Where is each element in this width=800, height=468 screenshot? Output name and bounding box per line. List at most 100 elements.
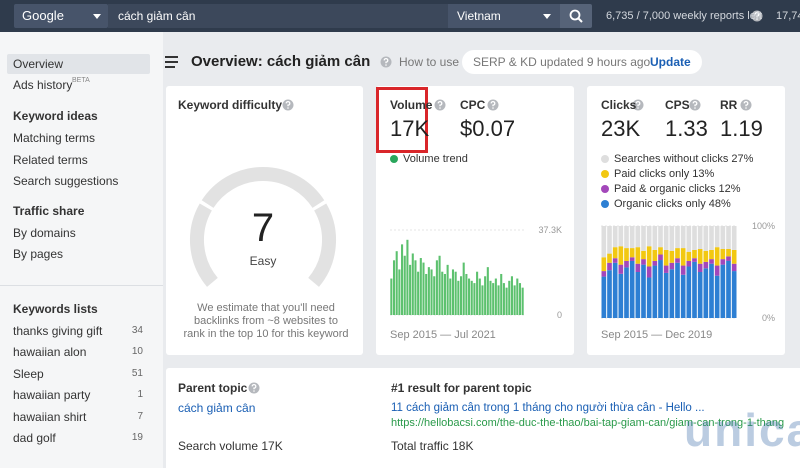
metric-label: Clicks — [601, 98, 637, 112]
section-title: #1 result for parent topic — [391, 381, 532, 395]
help-icon — [383, 57, 389, 64]
metric-value: 1.19 — [720, 116, 763, 141]
bar-segment — [618, 273, 624, 318]
bar — [441, 271, 444, 315]
bar-segment — [635, 247, 641, 264]
country-select[interactable] — [448, 4, 560, 28]
bar-segment — [686, 251, 692, 261]
menu-icon[interactable] — [165, 56, 178, 68]
bar — [430, 269, 433, 315]
nav-item[interactable]: Related terms — [13, 152, 88, 167]
nav-item[interactable]: Search suggestions — [13, 174, 119, 188]
y-tick-label: 0% — [761, 313, 775, 323]
bar-segment — [635, 226, 641, 248]
bar-segment — [658, 254, 663, 261]
bar — [516, 278, 519, 315]
help-icon — [437, 100, 443, 107]
bar-segment — [680, 248, 686, 266]
legend-label: Organic clicks only 48% — [614, 198, 731, 210]
bar-segment — [669, 269, 675, 318]
bar — [521, 287, 524, 315]
list-name[interactable]: Sleep — [13, 366, 44, 381]
bar — [427, 267, 430, 315]
help-icon — [743, 100, 749, 107]
bar-segment — [646, 266, 652, 278]
legend-dot — [601, 185, 609, 193]
bar-segment — [607, 262, 612, 271]
result-url[interactable]: https://hellobacsi.com/the-duc-the-thao/… — [391, 417, 785, 429]
bar — [422, 262, 425, 315]
list-name[interactable]: hawaiian party — [13, 388, 91, 403]
search-input[interactable] — [108, 4, 448, 28]
result-title[interactable]: 11 cách giảm cân trong 1 tháng cho người… — [391, 402, 705, 414]
bar-segment — [726, 260, 731, 318]
bar-segment — [663, 226, 669, 250]
bar-segment — [658, 226, 663, 248]
country[interactable]: Vietnam — [457, 9, 501, 23]
beta-badge: BETA — [72, 77, 90, 84]
watermark: unica — [684, 404, 800, 456]
legend-label: Volume trend — [403, 153, 468, 165]
nav-item[interactable]: By domains — [13, 225, 76, 240]
bar-segment — [686, 226, 692, 252]
bar-segment — [658, 247, 663, 255]
list-name[interactable]: hawaiian alon — [13, 345, 87, 360]
bar-segment — [731, 249, 737, 264]
bar-segment — [618, 226, 624, 247]
help-icon — [385, 64, 387, 66]
engine[interactable]: Google — [22, 8, 64, 23]
nav-item[interactable]: Overview — [13, 57, 64, 71]
bar — [433, 276, 436, 315]
list-name[interactable]: hawaiian shirt — [13, 409, 87, 424]
section-title: Parent topic — [178, 381, 248, 395]
bar-segment — [731, 263, 737, 272]
bar-segment — [641, 259, 646, 265]
bar-segment — [697, 272, 703, 318]
nav-item[interactable]: Ads history — [13, 78, 73, 92]
how-to-use[interactable]: How to use — [399, 55, 460, 69]
reports-left: 6,735 / 7,000 weekly reports left — [606, 10, 762, 22]
bar — [392, 260, 396, 315]
y-tick-label: 100% — [751, 221, 775, 231]
bar — [438, 255, 441, 315]
bar — [409, 264, 412, 315]
kd-value: 7 — [251, 206, 275, 250]
bar-segment — [618, 246, 624, 265]
nav-item[interactable]: Matching terms — [13, 131, 96, 145]
bar-segment — [607, 270, 612, 318]
help-icon — [756, 18, 758, 20]
bar — [419, 258, 422, 315]
help-icon — [285, 100, 291, 107]
nav-section: Keywords lists — [13, 302, 98, 316]
list-name[interactable]: thanks giving gift — [13, 324, 103, 338]
legend-dot — [601, 155, 609, 163]
parent-keyword[interactable]: cách giảm cân — [178, 401, 256, 415]
bar-segment — [675, 258, 680, 263]
nav-item[interactable]: By pages — [13, 247, 64, 261]
bar-segment — [686, 266, 692, 318]
query[interactable]: cách giảm cân — [118, 9, 196, 23]
bar-segment — [652, 226, 658, 250]
bar-segment — [607, 253, 612, 263]
list-name[interactable]: dad golf — [13, 431, 56, 445]
bar — [443, 273, 446, 315]
y-tick-label: 37.3K — [538, 225, 562, 235]
list-count: 19 — [131, 432, 143, 443]
bar-segment — [629, 260, 635, 318]
bar-segment — [675, 262, 680, 318]
update-link[interactable]: Update — [650, 55, 691, 69]
bar-segment — [720, 259, 726, 265]
bar-segment — [709, 249, 714, 260]
bar-segment — [692, 226, 697, 250]
engine-select[interactable] — [14, 4, 108, 28]
legend-label: Paid clicks only 13% — [614, 168, 715, 180]
bar-segment — [669, 262, 675, 270]
bar-segment — [703, 226, 709, 251]
bar-segment — [697, 249, 703, 264]
bar-segment — [692, 258, 697, 262]
bar — [414, 260, 417, 315]
search-button[interactable] — [560, 4, 592, 28]
bar-segment — [709, 259, 714, 264]
nav-section: Traffic share — [13, 203, 85, 218]
date-range: Sep 2015 — Jul 2021 — [390, 329, 496, 341]
